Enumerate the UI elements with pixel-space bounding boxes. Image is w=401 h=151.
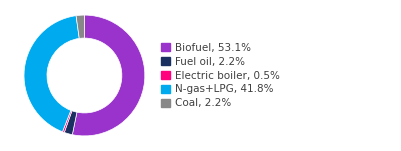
Wedge shape [72,15,144,136]
Wedge shape [64,111,77,135]
Wedge shape [24,16,79,132]
Wedge shape [76,15,84,38]
Legend: Biofuel, 53.1%, Fuel oil, 2.2%, Electric boiler, 0.5%, N-gas+LPG, 41.8%, Coal, 2: Biofuel, 53.1%, Fuel oil, 2.2%, Electric… [160,43,279,108]
Wedge shape [62,110,72,132]
